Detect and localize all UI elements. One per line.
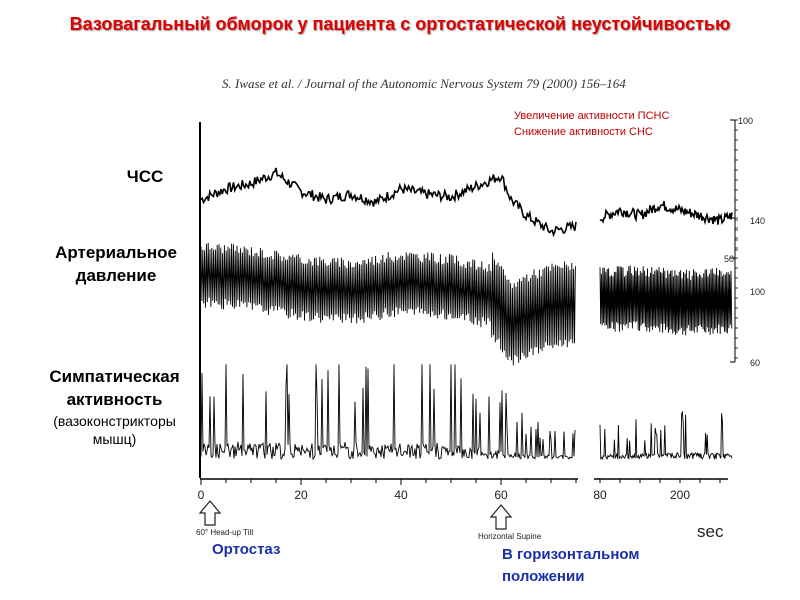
supine-caption: Horizontal Supine [478, 532, 542, 541]
tilt-caption: 60° Head-up Tilt [196, 528, 254, 537]
bp-axis-label-60: 60 [750, 358, 760, 368]
x-tick-label: 80 [593, 488, 607, 502]
bp-label-line-1: Артериальное [55, 243, 177, 262]
x-tick-label: 200 [670, 488, 690, 502]
sna-label-line-1: Симпатическая [49, 367, 180, 386]
supine-label-line-2: положении [502, 568, 585, 585]
bp-label-line-2: давление [75, 266, 157, 285]
journal-citation: S. Iwase et al. / Journal of the Autonom… [222, 76, 626, 91]
x-axis-label: sec [697, 522, 724, 541]
hr-axis-label-50: 50 [724, 254, 734, 264]
x-tick-label: 20 [294, 488, 308, 502]
x-tick-label: 60 [494, 488, 508, 502]
annotation-line-2: Снижение активности СНС [514, 126, 653, 138]
sna-trace-segment-1 [200, 364, 576, 461]
sna-trace-segment-2 [599, 410, 733, 461]
tilt-arrow-icon [198, 500, 222, 526]
bp-axis-label-100: 100 [750, 287, 765, 297]
bp-axis-label-140: 140 [750, 216, 765, 226]
hr-axis-label-100: 100 [738, 116, 753, 126]
x-tick-label: 0 [198, 488, 205, 502]
slide-title: Вазовагальный обморок у пациента с ортос… [69, 14, 731, 34]
supine-arrow-icon [489, 504, 513, 530]
sna-sub-line-1: (вазоконстрикторы [53, 413, 176, 429]
supine-label-line-1: В горизонтальном [502, 546, 640, 563]
hr-label: ЧСС [126, 167, 164, 186]
sna-sub-line-2: мышц) [92, 431, 137, 447]
bp-trace-segment-1 [200, 242, 576, 366]
hr-trace-segment-2 [599, 200, 733, 226]
x-tick-label: 40 [394, 488, 408, 502]
hr-trace-segment-1 [200, 167, 577, 238]
tilt-label: Ортостаз [212, 541, 281, 558]
bp-trace-segment-2 [599, 265, 733, 336]
annotation-line-1: Увеличение активности ПСНС [514, 110, 670, 122]
sna-label-line-2: активность [66, 390, 163, 409]
